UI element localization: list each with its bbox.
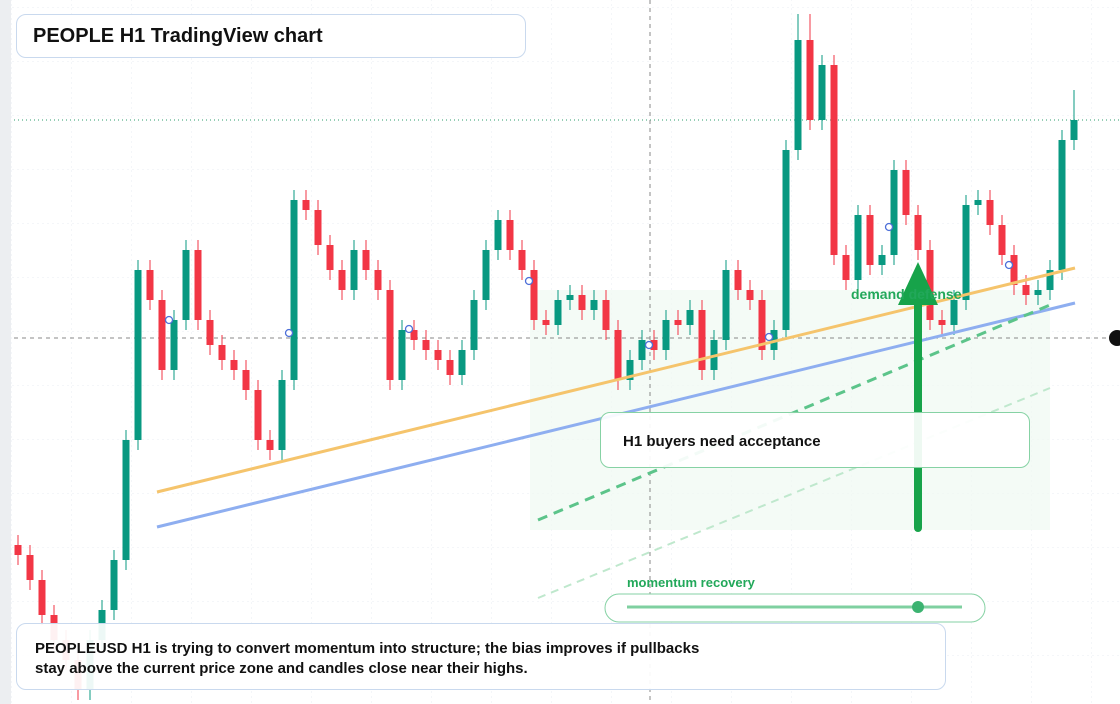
candle-body <box>878 255 886 265</box>
slider-label: momentum recovery <box>627 575 755 590</box>
candle-body <box>854 215 862 280</box>
candle-body <box>734 270 742 290</box>
candle-body <box>470 300 478 350</box>
candle-body <box>410 330 418 340</box>
candle-body <box>542 320 550 325</box>
candle-body <box>494 220 502 250</box>
candle-body <box>206 320 214 345</box>
note-line: PEOPLEUSD H1 is trying to convert moment… <box>35 640 700 657</box>
candle-body <box>890 170 898 255</box>
zone-label: demand defense <box>851 286 962 302</box>
candle-body <box>638 340 646 360</box>
candle-body <box>938 320 946 325</box>
candle-body <box>578 295 586 310</box>
candle-body <box>974 200 982 205</box>
slider-knob[interactable] <box>912 601 924 613</box>
candle-body <box>158 300 166 370</box>
candle-body <box>758 300 766 350</box>
candle-body <box>518 250 526 270</box>
candle-body <box>254 390 262 440</box>
candle-body <box>242 370 250 390</box>
candle-body <box>1070 120 1078 140</box>
candle-body <box>902 170 910 215</box>
candle-body <box>170 320 178 370</box>
candle-body <box>38 580 46 615</box>
candle-body <box>194 250 202 320</box>
candle-body <box>650 340 658 350</box>
candle-body <box>230 360 238 370</box>
candle-body <box>374 270 382 290</box>
candle-body <box>962 205 970 300</box>
candle-body <box>746 290 754 300</box>
note-line: stay above the current price zone and ca… <box>35 660 528 677</box>
candle-body <box>950 300 958 325</box>
candle-body <box>914 215 922 250</box>
candle-body <box>686 310 694 325</box>
candle-body <box>842 255 850 280</box>
candle-body <box>1022 285 1030 295</box>
candles <box>14 14 1078 700</box>
candle-body <box>590 300 598 310</box>
candle-body <box>146 270 154 300</box>
candle-body <box>326 245 334 270</box>
candle-body <box>302 200 310 210</box>
title: PEOPLE H1 TradingView chart <box>16 14 526 58</box>
candle-body <box>458 350 466 375</box>
candle-body <box>926 250 934 320</box>
candle-body <box>182 250 190 320</box>
candle-body <box>986 200 994 225</box>
candle-body <box>554 300 562 325</box>
candle-body <box>26 555 34 580</box>
candle-body <box>290 200 298 380</box>
candle-body <box>446 360 454 375</box>
candle-body <box>818 65 826 120</box>
candle-body <box>398 330 406 380</box>
candle-body <box>1058 140 1066 270</box>
candle-body <box>434 350 442 360</box>
note: PEOPLEUSD H1 is trying to convert moment… <box>16 623 946 690</box>
edge-icon <box>1109 330 1120 346</box>
candle-body <box>626 360 634 380</box>
candle-body <box>722 270 730 340</box>
candle-body <box>866 215 874 265</box>
candle-body <box>482 250 490 300</box>
candle-body <box>278 380 286 450</box>
candle-body <box>266 440 274 450</box>
markers <box>164 222 1014 350</box>
candle-body <box>1010 255 1018 285</box>
candle-body <box>218 345 226 360</box>
candle-body <box>998 225 1006 255</box>
left-edge <box>0 0 11 704</box>
candle-body <box>14 545 22 555</box>
candle-body <box>362 250 370 270</box>
candle-body <box>830 65 838 255</box>
candle-body <box>698 310 706 370</box>
candle-body <box>662 320 670 350</box>
candle-body <box>602 300 610 330</box>
candle-body <box>314 210 322 245</box>
candle-body <box>350 250 358 290</box>
candle-body <box>674 320 682 325</box>
candle-body <box>566 295 574 300</box>
candle-body <box>1046 270 1054 290</box>
candle-body <box>794 40 802 150</box>
candle-body <box>614 330 622 380</box>
candle-body <box>806 40 814 120</box>
candle-body <box>422 340 430 350</box>
candle-body <box>530 270 538 320</box>
candle-body <box>122 440 130 560</box>
candle-body <box>134 270 142 440</box>
candle-body <box>338 270 346 290</box>
arrow-head <box>898 262 938 305</box>
candle-body <box>782 150 790 330</box>
candle-body <box>1034 290 1042 295</box>
candle-body <box>110 560 118 610</box>
candle-body <box>386 290 394 380</box>
callout: H1 buyers need acceptance <box>600 412 1030 468</box>
candle-body <box>506 220 514 250</box>
